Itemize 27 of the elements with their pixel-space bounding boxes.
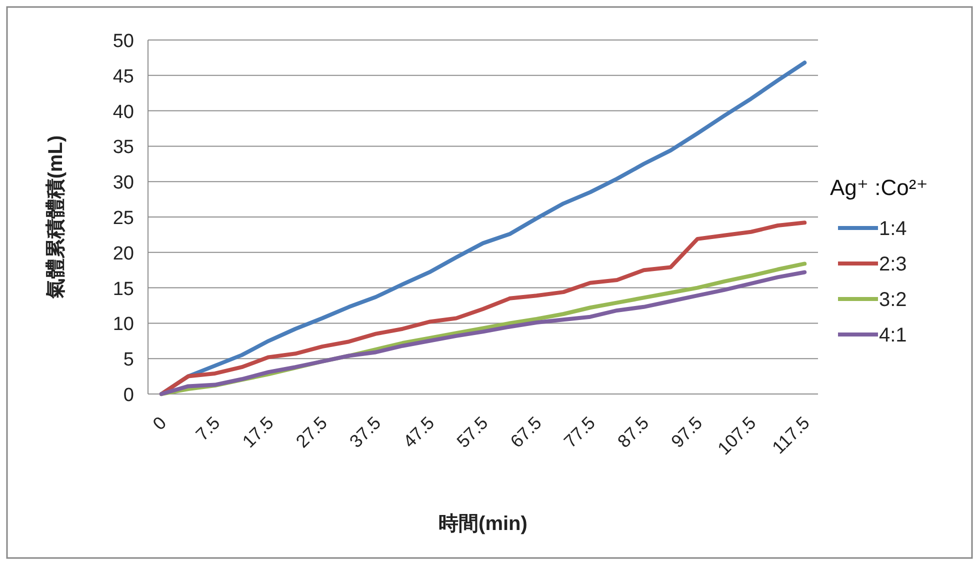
y-tick-label: 25 xyxy=(112,208,134,229)
y-tick-label: 45 xyxy=(112,66,134,88)
y-tick-label: 5 xyxy=(123,350,134,371)
x-axis-title: 時間(min) xyxy=(438,513,528,535)
x-tick-label: 97.5 xyxy=(667,412,706,452)
x-tick-label: 87.5 xyxy=(614,412,653,452)
x-tick-label: 7.5 xyxy=(192,412,224,445)
y-tick-label: 50 xyxy=(112,31,134,52)
x-tick-label: 67.5 xyxy=(506,412,546,452)
y-tick-label: 30 xyxy=(112,172,134,194)
x-tick-label: 0 xyxy=(149,412,170,434)
x-tick-label: 57.5 xyxy=(452,412,492,452)
y-tick-label: 40 xyxy=(112,102,134,123)
x-tick-label: 47.5 xyxy=(399,412,438,452)
x-tick-label: 77.5 xyxy=(560,412,600,452)
legend-label: 1:4 xyxy=(879,218,907,240)
x-tick-label: 37.5 xyxy=(346,412,385,452)
legend-label: 3:2 xyxy=(879,289,907,311)
y-axis-title: 氣體累積體積(mL) xyxy=(45,135,67,300)
legend-label: 2:3 xyxy=(879,254,907,276)
y-tick-label: 35 xyxy=(112,137,134,158)
y-tick-label: 15 xyxy=(112,278,134,300)
y-tick-label: 10 xyxy=(112,314,134,336)
y-tick-label: 20 xyxy=(112,243,134,264)
legend-title: Ag⁺ :Co²⁺ xyxy=(830,175,928,200)
legend-label: 4:1 xyxy=(879,324,907,346)
y-tick-label: 0 xyxy=(123,385,134,406)
